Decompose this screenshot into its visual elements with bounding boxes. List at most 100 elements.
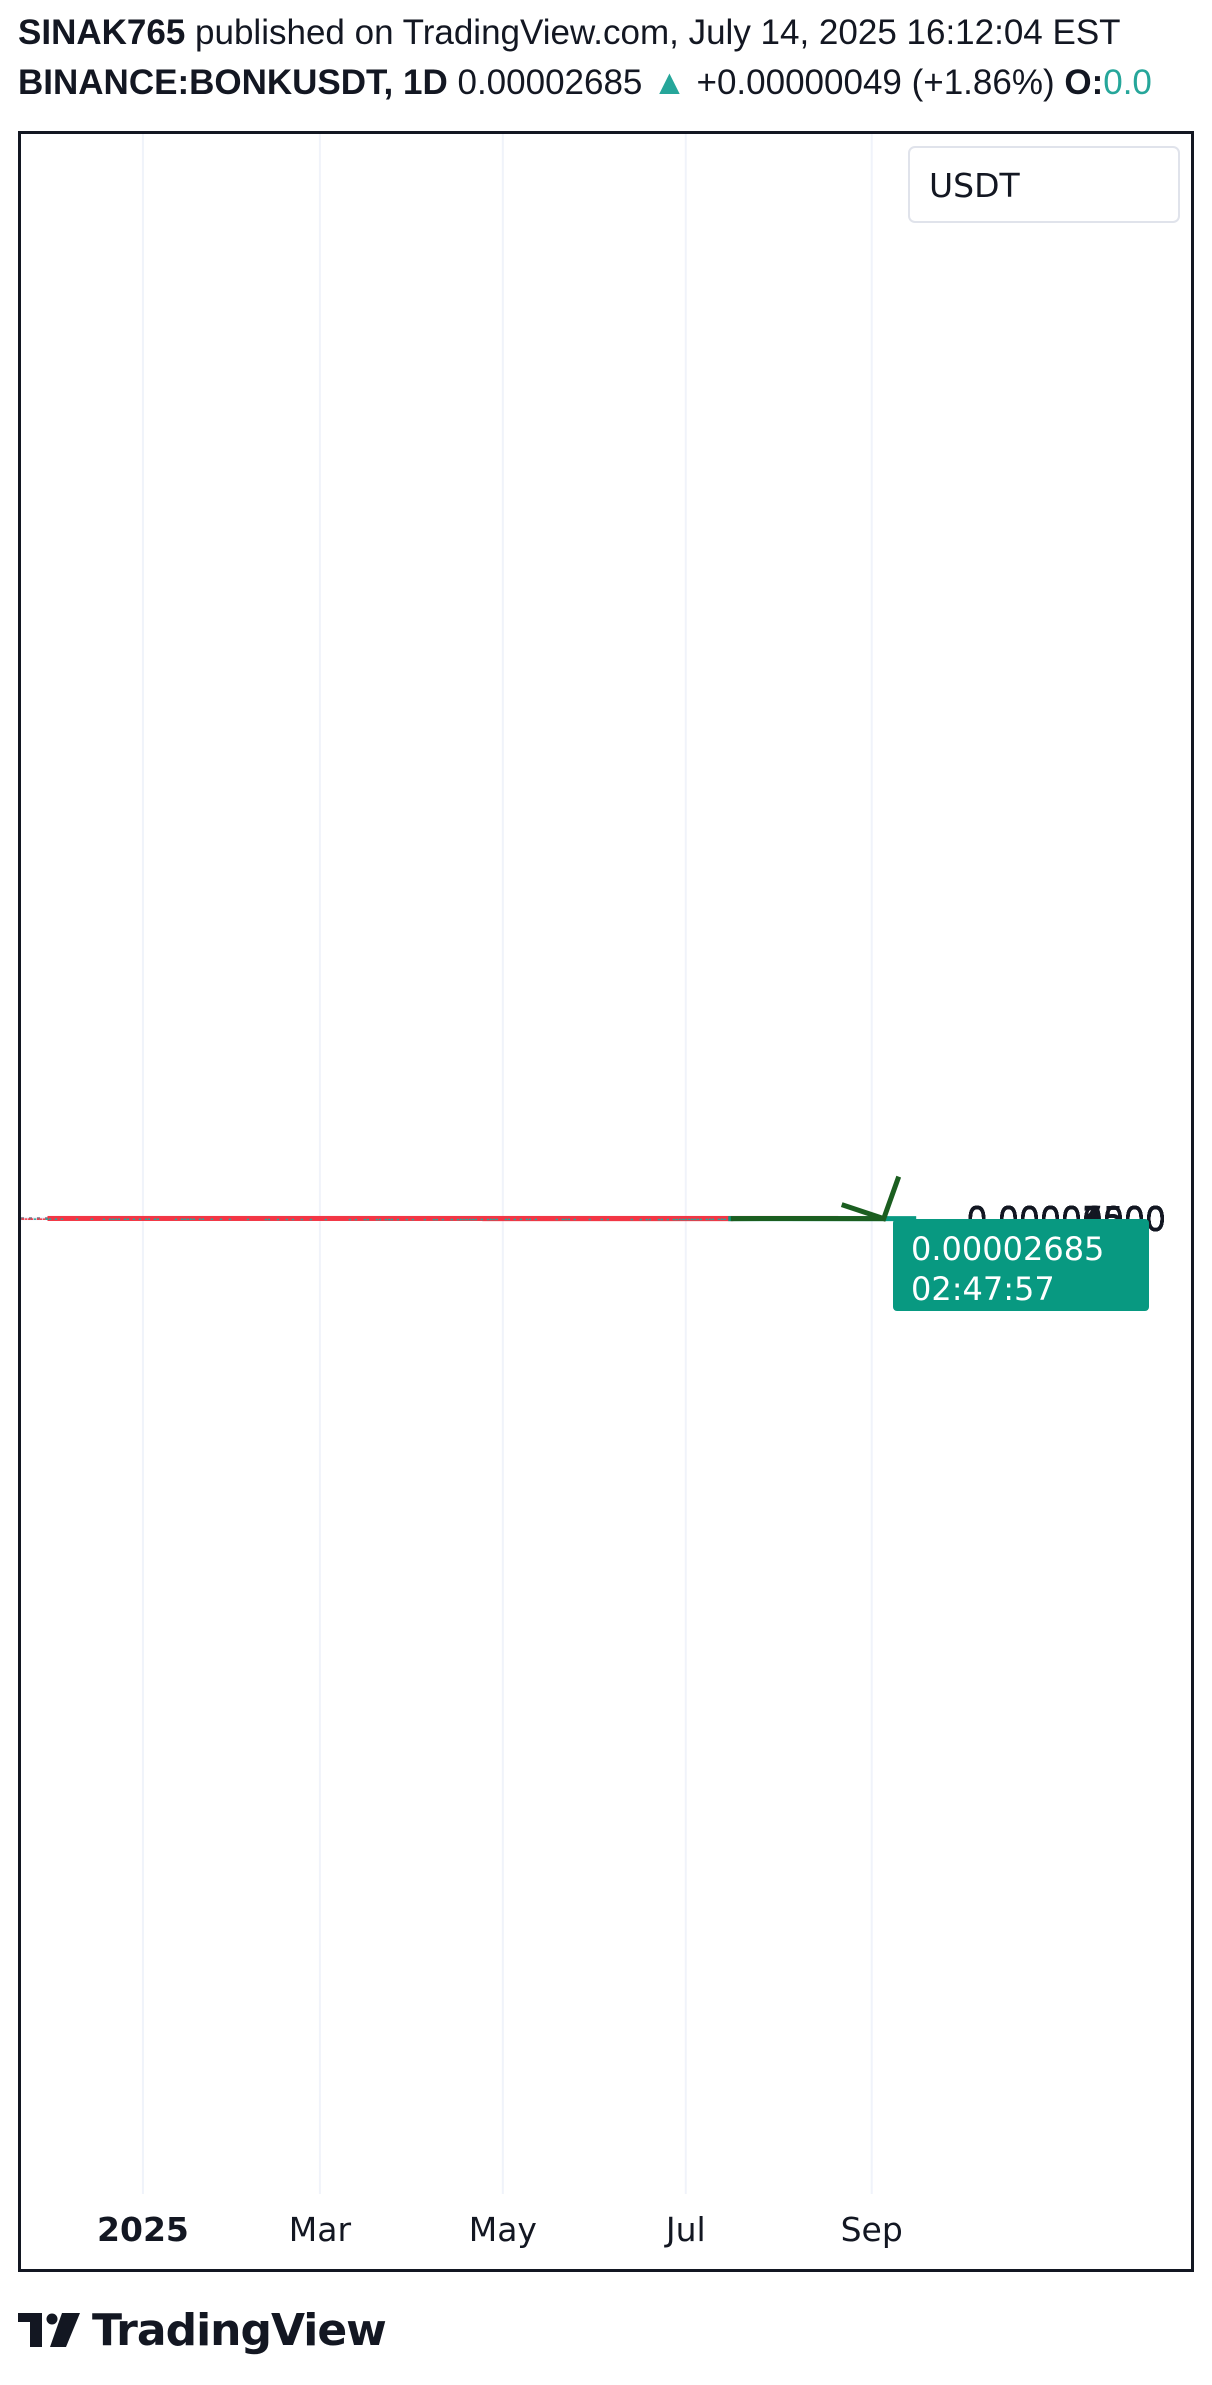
candle-body — [33, 1218, 37, 1220]
candle-body — [264, 1218, 268, 1221]
currency-selector[interactable]: USDT — [908, 146, 1180, 223]
candle-body — [168, 1218, 172, 1221]
candle-body — [234, 1218, 238, 1221]
candle-body — [222, 1218, 226, 1221]
candle-body — [390, 1218, 394, 1221]
candle-body — [417, 1218, 421, 1221]
candle-body — [660, 1218, 663, 1221]
candle-body — [465, 1218, 469, 1221]
candle-body — [75, 1218, 79, 1220]
candle-body — [153, 1218, 157, 1220]
publish-header: SINAK765 published on TradingView.com, J… — [18, 8, 1212, 108]
time-axis[interactable]: 2025 Mar May Jul Sep — [97, 2210, 903, 2249]
candle-body — [441, 1218, 445, 1221]
candle-body — [96, 1218, 100, 1221]
candle-body — [426, 1218, 430, 1221]
tradingview-wordmark: TradingView — [92, 2304, 387, 2356]
candle-body — [408, 1218, 412, 1221]
candle-body — [366, 1218, 370, 1221]
candle-body — [303, 1218, 307, 1221]
candle-body — [294, 1218, 298, 1221]
candle-body — [72, 1218, 76, 1220]
candle-body — [714, 1218, 717, 1221]
candle-body — [438, 1218, 442, 1221]
candle-body — [132, 1218, 136, 1220]
candle-body — [393, 1218, 397, 1221]
candle-body — [318, 1218, 322, 1221]
candle-body — [69, 1218, 73, 1220]
candle-body — [186, 1218, 190, 1221]
candle-body — [249, 1218, 253, 1221]
candle-body — [384, 1218, 388, 1221]
candle-body — [165, 1218, 169, 1221]
candle-body — [459, 1218, 463, 1221]
candle-body — [492, 1218, 496, 1221]
candle-body — [198, 1218, 202, 1221]
candle-body — [63, 1218, 67, 1220]
candle-body — [231, 1218, 235, 1221]
chart-frame[interactable]: 0.00007000 0.00006500 0.00006000 0.00005500… — [15, 131, 1194, 2272]
candle-body — [348, 1218, 352, 1221]
candle-body — [618, 1218, 621, 1221]
candle-body — [462, 1218, 466, 1221]
candle-body — [555, 1218, 559, 1221]
candle-body — [135, 1218, 139, 1220]
currency-label[interactable]: USDT — [929, 166, 1021, 205]
candle-body — [558, 1218, 562, 1221]
candle-body — [162, 1218, 166, 1220]
candle-body — [639, 1218, 642, 1221]
candle-body — [615, 1218, 618, 1221]
time-tick-label: 2025 — [97, 2210, 189, 2249]
candle-body — [717, 1218, 720, 1221]
candle-body — [669, 1218, 672, 1221]
candle-body — [573, 1218, 577, 1221]
candle-body — [453, 1218, 457, 1221]
candle-body — [723, 1218, 726, 1221]
candle-body — [150, 1218, 154, 1220]
candle-body — [591, 1218, 595, 1221]
candle-body — [195, 1218, 199, 1221]
candle-body — [501, 1218, 505, 1221]
candle-body — [120, 1218, 124, 1221]
candle-body — [642, 1218, 645, 1221]
tradingview-logo[interactable]: TradingView — [18, 2300, 387, 2360]
candle-body — [39, 1218, 43, 1220]
symbol-label: BINANCE:BONKUSDT, 1D — [18, 63, 448, 102]
candle-body — [423, 1218, 427, 1221]
candle-body — [126, 1218, 130, 1221]
candle-body — [252, 1218, 256, 1221]
header-line-2: BINANCE:BONKUSDT, 1D 0.00002685 ▲ +0.000… — [18, 58, 1212, 108]
candle-body — [513, 1218, 517, 1221]
projection-arrow[interactable] — [730, 1175, 902, 1222]
price-label-value: 0.00002685 — [911, 1230, 1104, 1268]
candle-body — [570, 1218, 574, 1221]
author-name[interactable]: SINAK765 — [18, 13, 186, 52]
candle-body — [630, 1218, 633, 1221]
candle-body — [705, 1218, 708, 1221]
candle-body — [702, 1218, 705, 1221]
candle-body — [171, 1218, 175, 1221]
candle-body — [483, 1218, 487, 1221]
candle-body — [27, 1218, 31, 1220]
candle-body — [699, 1218, 702, 1221]
candle-body — [216, 1218, 220, 1221]
candle-body — [210, 1218, 214, 1221]
candle-body — [21, 1218, 25, 1220]
candle-body — [444, 1218, 448, 1221]
candle-body — [282, 1218, 286, 1221]
chart-svg[interactable]: 0.000070000.000065000.000060000.00005500… — [15, 134, 1191, 2269]
candle-body — [312, 1218, 316, 1221]
candle-body — [180, 1218, 184, 1221]
candle-body — [681, 1218, 684, 1221]
candle-body — [546, 1218, 550, 1221]
candle-body — [621, 1218, 624, 1221]
candle-body — [300, 1218, 304, 1221]
candle-body — [414, 1218, 418, 1221]
candle-body — [507, 1218, 511, 1221]
candle-body — [420, 1218, 424, 1221]
time-tick-label: May — [469, 2210, 537, 2249]
arrow-head-icon — [840, 1175, 902, 1222]
candle-body — [603, 1218, 607, 1221]
up-arrow-icon: ▲ — [652, 63, 687, 102]
candle-body — [129, 1218, 133, 1221]
